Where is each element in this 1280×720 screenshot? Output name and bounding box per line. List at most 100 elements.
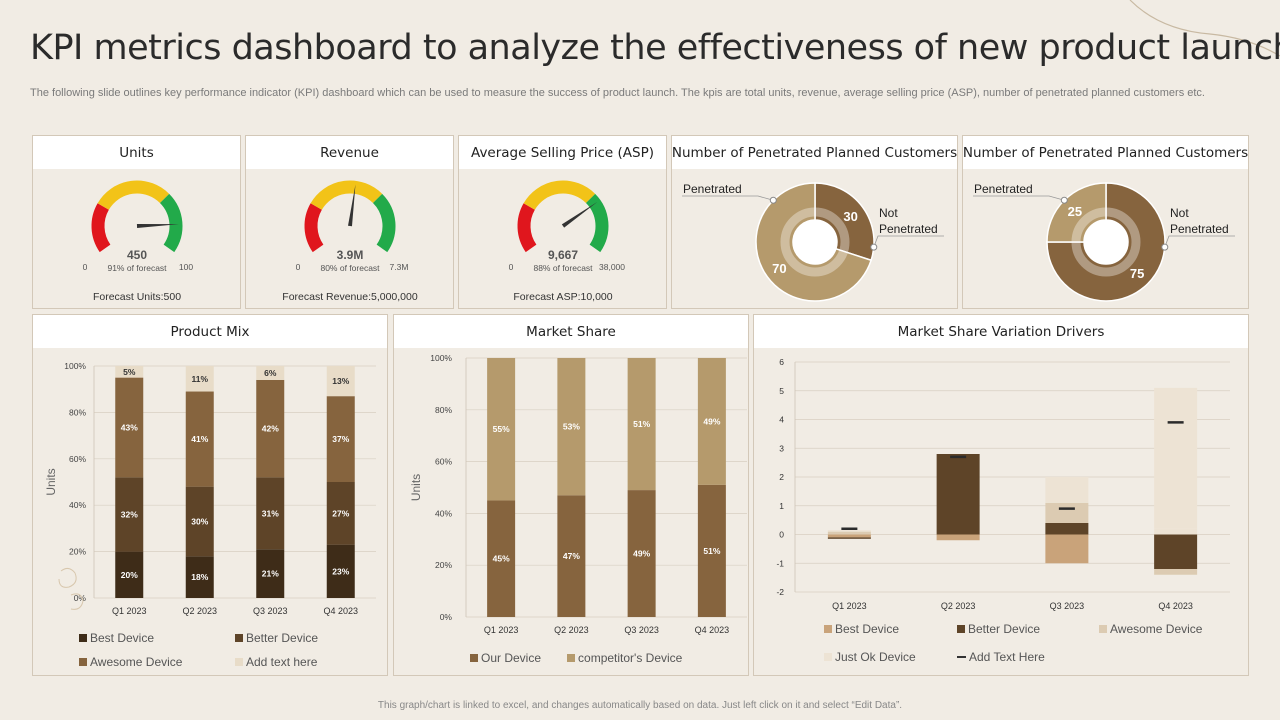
decorative-curve (1129, 0, 1280, 57)
donut-penetrated-value: 25 (1068, 204, 1082, 219)
y-tick-label: 2 (779, 472, 784, 482)
bar-segment (185, 391, 214, 487)
bar-segment (627, 490, 656, 617)
data-label: 47% (563, 551, 580, 561)
gauge-red-zone (304, 203, 324, 253)
bar-segment (936, 454, 980, 535)
bar-segment (1045, 534, 1089, 564)
donut-penetrated-value: 70 (772, 261, 786, 276)
revenue-card-title: Revenue (246, 136, 453, 169)
callout-dot-not-penetrated (1161, 243, 1169, 251)
penetrated-customers-card-2: Number of Penetrated Planned Customers 7… (962, 135, 1249, 309)
bar-segment (1045, 523, 1089, 535)
bar-segment (557, 495, 586, 617)
x-tick-label: Q1 2023 (832, 601, 867, 611)
bar-segment (326, 482, 355, 545)
bar-segment (115, 366, 144, 378)
bar-segment (1154, 534, 1198, 569)
callout-line-penetrated (973, 195, 1065, 201)
asp-card-title: Average Selling Price (ASP) (459, 136, 666, 169)
legend-swatch (1099, 625, 1107, 633)
decorative-sketch (58, 567, 84, 610)
data-label: 49% (633, 549, 650, 559)
gauge-forecast: Forecast Revenue:5,000,000 (282, 291, 418, 303)
y-tick-label: 6 (779, 357, 784, 367)
data-label: 20% (121, 570, 138, 580)
x-tick-label: Q2 2023 (554, 625, 589, 635)
product-mix-chart: 0% 20% 40% 60% 80% 100% 20% 32% 43% 5% Q1 2023 18% 3… (44, 361, 376, 616)
x-tick-label: Q1 2023 (112, 606, 147, 616)
units-card-title: Units (33, 136, 240, 169)
bar-segment (185, 366, 214, 392)
donut-slice-penetrated (1046, 182, 1107, 243)
gauge-yellow-zone (523, 180, 596, 211)
data-label: 11% (191, 374, 208, 384)
y-axis-label: Units (44, 468, 58, 495)
data-label: 37% (332, 434, 349, 444)
legend-swatch (824, 625, 832, 633)
bar-segment (487, 500, 516, 617)
bar-segment (185, 556, 214, 598)
callout-line-penetrated (682, 195, 774, 201)
penetrated-card-2-title: Number of Penetrated Planned Customers (963, 136, 1248, 169)
legend-swatch (824, 653, 832, 661)
gauge-needle (136, 224, 179, 228)
gauge-green-zone (585, 193, 609, 253)
asp-card: Average Selling Price (ASP) 9,667 88% of … (458, 135, 667, 309)
data-label: 13% (332, 376, 349, 386)
bar-segment (115, 377, 144, 478)
market-share-title: Market Share (394, 315, 748, 348)
legend-best-device: Best Device (824, 622, 957, 636)
data-label: 49% (703, 416, 720, 426)
y-tick-label: 40% (435, 508, 452, 518)
bar-segment (326, 366, 355, 397)
y-tick-label: 5 (779, 386, 784, 396)
page-title: KPI metrics dashboard to analyze the eff… (30, 28, 1280, 68)
page-subtitle: The following slide outlines key perform… (30, 87, 1205, 99)
legend-awesome-device: Awesome Device (79, 655, 235, 669)
bar-segment (557, 358, 586, 496)
gauge-red-zone (91, 203, 111, 253)
bar-segment (326, 396, 355, 482)
legend-swatch (235, 658, 243, 666)
variation-drivers-legend: Best Device Better Device Awesome Device… (824, 622, 1202, 664)
data-label: 42% (262, 424, 279, 434)
penetrated-donut-2: 75 25 Penetrated Not Penetrated (973, 182, 1235, 302)
y-tick-label: 80% (435, 405, 452, 415)
legend-better-device: Better Device (235, 631, 318, 645)
bar-segment (115, 477, 144, 552)
legend-add-text-here: Add Text Here (957, 650, 1045, 664)
x-tick-label: Q4 2023 (695, 625, 730, 635)
y-tick-label: 100% (64, 361, 86, 371)
data-label: 32% (121, 509, 138, 519)
legend-our-device: Our Device (470, 651, 541, 665)
donut-hole (793, 220, 837, 264)
gauge-value: 450 (127, 248, 147, 262)
bar-segment (256, 366, 285, 380)
gauge-max: 7.3M (390, 262, 409, 272)
bar-segment (256, 477, 285, 550)
y-tick-label: 0 (779, 530, 784, 540)
gauge-forecast: Forecast ASP:10,000 (513, 291, 612, 303)
donut-penetrated-label: Penetrated (974, 182, 1033, 196)
data-label: 27% (332, 508, 349, 518)
bar-segment (185, 486, 214, 557)
units-card: Units 450 91% of forecast 0 100 Forecast Uni… (32, 135, 241, 309)
callout-dot-penetrated (769, 196, 777, 204)
x-tick-label: Q4 2023 (1158, 601, 1193, 611)
legend-add-text: Add text here (235, 655, 317, 669)
x-tick-label: Q3 2023 (1050, 601, 1085, 611)
data-label: 51% (703, 546, 720, 556)
gauge-percent: 80% of forecast (320, 263, 380, 273)
gauge-max: 100 (179, 262, 193, 272)
gauge-value: 9,667 (548, 248, 578, 262)
variation-drivers-card: Market Share Variation Drivers -2 -1 0 1 2 3 4… (753, 314, 1249, 676)
callout-dot-not-penetrated (870, 243, 878, 251)
data-label: 55% (493, 424, 510, 434)
gauge-value: 3.9M (337, 248, 364, 262)
x-tick-label: Q1 2023 (484, 625, 519, 635)
donut-inner-ring (780, 207, 850, 277)
y-tick-label: -1 (776, 558, 784, 568)
